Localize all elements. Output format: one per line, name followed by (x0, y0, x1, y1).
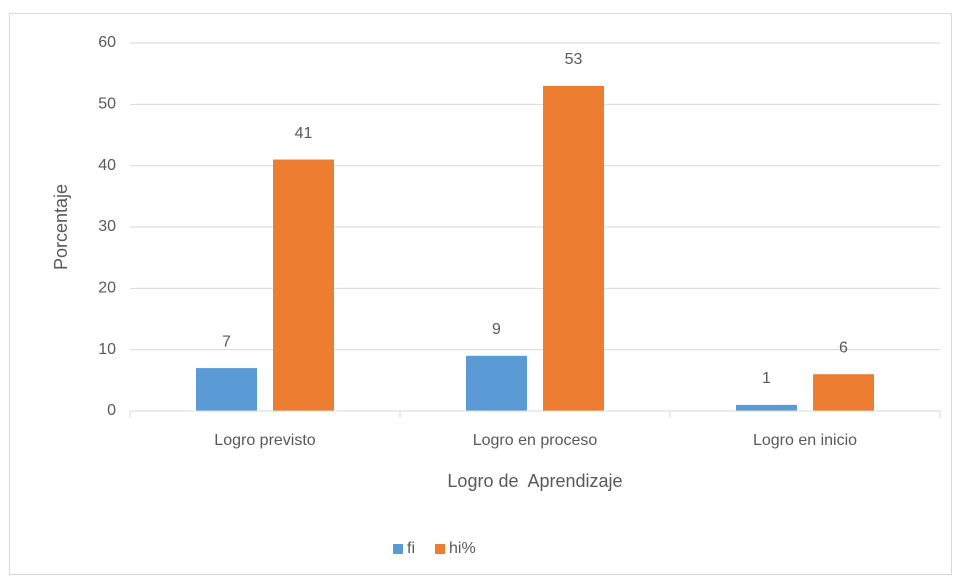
data-label: 6 (839, 339, 848, 356)
legend-label: fi (407, 540, 415, 557)
data-label: 53 (565, 51, 583, 68)
x-tick-label: Logro previsto (214, 432, 315, 449)
y-tick-label: 60 (98, 34, 116, 51)
y-tick-label: 40 (98, 157, 116, 174)
data-label: 41 (295, 125, 313, 142)
x-axis-label: Logro de Aprendizaje (447, 471, 622, 491)
data-label: 1 (762, 370, 771, 387)
y-axis-label: Porcentaje (51, 184, 71, 270)
y-tick-label: 30 (98, 218, 116, 235)
y-tick-label: 20 (98, 280, 116, 297)
bar (813, 374, 874, 411)
y-tick-label: 50 (98, 96, 116, 113)
data-label: 7 (222, 333, 231, 350)
bar (273, 159, 334, 411)
data-label: 9 (492, 321, 501, 338)
bar (736, 404, 797, 411)
y-tick-label: 10 (98, 341, 116, 358)
legend-label: hi% (449, 540, 476, 557)
bar (466, 355, 527, 411)
legend-swatch (393, 544, 403, 554)
legend-swatch (435, 544, 445, 554)
x-tick-label: Logro en inicio (753, 432, 857, 449)
bar (196, 368, 257, 411)
x-tick-label: Logro en proceso (473, 432, 598, 449)
bar (543, 85, 604, 411)
y-tick-label: 0 (107, 402, 116, 419)
chart-border (9, 13, 952, 575)
